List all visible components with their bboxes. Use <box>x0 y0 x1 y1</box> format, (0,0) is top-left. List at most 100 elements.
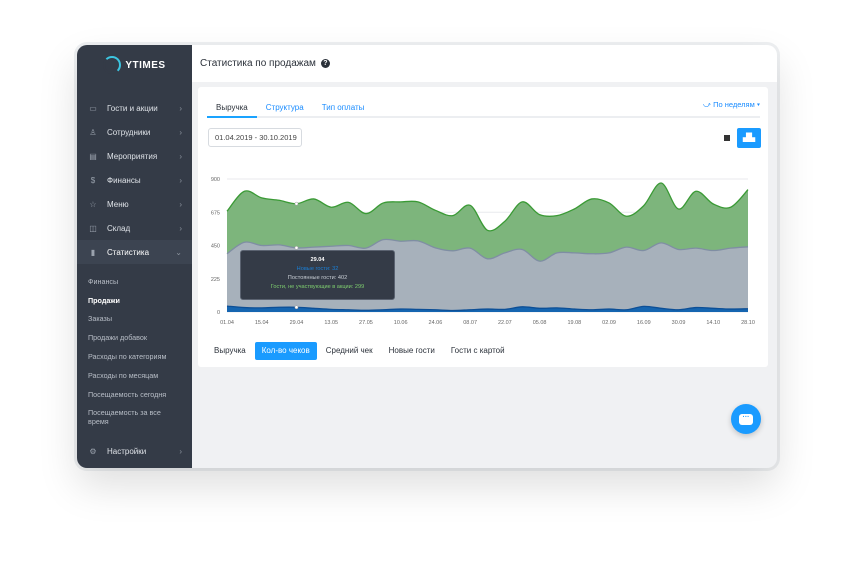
submenu-item[interactable]: Расходы по месяцам <box>88 370 159 380</box>
app-window: YTIMES ▭ Гости и акции › ♙ Сотрудники › ▤ Мероп… <box>77 45 777 468</box>
x-tick-label: 01.04 <box>220 320 234 326</box>
sidebar: YTIMES ▭ Гости и акции › ♙ Сотрудники › ▤ Мероп… <box>77 45 192 468</box>
x-tick-label: 15.04 <box>255 320 269 326</box>
tooltip-regular: Постоянные гости: 402 <box>287 275 348 281</box>
box-icon: ◫ <box>89 223 97 233</box>
x-tick-label: 14.10 <box>706 320 720 326</box>
chevron-icon: ⌄ <box>175 247 182 257</box>
sidebar-item-6[interactable]: ▮ Статистика ⌄ <box>77 240 192 264</box>
chat-icon: ··· <box>739 413 753 425</box>
user-icon: ♙ <box>89 127 97 137</box>
x-tick-label: 05.08 <box>533 320 547 326</box>
metric-tabs: Выручка Кол-во чеков Средний чек Новые г… <box>207 342 512 360</box>
chart-view-button[interactable]: ▟▙ <box>737 128 761 148</box>
sidebar-item-label: Сотрудники <box>107 127 151 137</box>
trend-icon: ⤻ <box>702 100 714 109</box>
metric-revenue[interactable]: Выручка <box>214 346 246 355</box>
sidebar-item-5[interactable]: ◫ Склад › <box>77 216 192 240</box>
line-series-2 <box>226 182 749 232</box>
x-tick-label: 24.06 <box>429 320 443 326</box>
logo-ring-icon <box>103 56 122 74</box>
sidebar-item-label: Меню <box>107 199 129 209</box>
x-tick-label: 16.09 <box>637 320 651 326</box>
main-area: Статистика по продажам ? Выручка Структу… <box>192 45 777 468</box>
sidebar-item-label: Финансы <box>107 175 141 185</box>
y-tick-label: 0 <box>217 310 220 316</box>
tab-revenue[interactable]: Выручка <box>207 99 257 118</box>
tooltip-date: 29.04 <box>310 257 325 263</box>
sidebar-item-1[interactable]: ♙ Сотрудники › <box>77 120 192 144</box>
date-range-input[interactable]: 01.04.2019 - 30.10.2019 <box>208 128 302 147</box>
data-point[interactable] <box>294 201 299 206</box>
submenu-item[interactable]: Расходы по категориям <box>88 351 167 361</box>
gear-icon: ⚙ <box>89 446 97 456</box>
chevron-icon: › <box>179 127 182 137</box>
submenu-item[interactable]: Продажи <box>88 295 120 305</box>
metric-average-check[interactable]: Средний чек <box>325 346 373 355</box>
logo[interactable]: YTIMES <box>77 45 192 85</box>
x-tick-label: 29.04 <box>290 320 304 326</box>
help-icon[interactable]: ? <box>320 59 330 68</box>
sidebar-item-4[interactable]: ☆ Меню › <box>77 192 192 216</box>
submenu-item[interactable]: Финансы <box>88 276 119 286</box>
sidebar-item-label: Гости и акции <box>107 103 158 113</box>
x-tick-label: 10.06 <box>394 320 408 326</box>
page-title: Статистика по продажам <box>200 58 316 69</box>
sidebar-item-label: Склад <box>107 223 131 233</box>
bar-chart-icon: ▮ <box>90 247 96 257</box>
sidebar-item-2[interactable]: ▤ Мероприятия › <box>77 144 192 168</box>
data-point[interactable] <box>294 246 299 250</box>
x-tick-label: 08.07 <box>463 320 477 326</box>
submenu-item[interactable]: Заказы <box>88 314 113 324</box>
sidebar-item-settings[interactable]: ⚙ Настройки › <box>77 439 192 463</box>
chat-button[interactable]: ··· <box>731 404 761 434</box>
submenu-item[interactable]: Продажи добавок <box>88 333 148 343</box>
y-tick-label: 900 <box>211 177 220 183</box>
y-tick-label: 225 <box>211 277 220 283</box>
x-tick-label: 22.07 <box>498 320 512 326</box>
data-point[interactable] <box>294 305 299 310</box>
line-series-1 <box>226 238 749 262</box>
chevron-icon: › <box>179 103 182 113</box>
sidebar-item-label: Мероприятия <box>107 151 158 161</box>
x-tick-label: 13.05 <box>324 320 338 326</box>
sidebar-item-label: Статистика <box>107 247 150 257</box>
chevron-icon: › <box>179 151 182 161</box>
table-view-icon[interactable] <box>724 135 730 141</box>
area-chart-icon: ▟▙ <box>742 133 756 142</box>
x-tick-label: 30.09 <box>672 320 686 326</box>
brand-name: YTIMES <box>125 59 166 71</box>
sidebar-item-3[interactable]: $ Финансы › <box>77 168 192 192</box>
page-header: Статистика по продажам ? <box>192 45 777 82</box>
x-tick-label: 27.05 <box>359 320 373 326</box>
chevron-icon: › <box>179 199 182 209</box>
chevron-icon: › <box>179 446 182 456</box>
dollar-icon: $ <box>90 175 96 185</box>
tab-structure[interactable]: Структура <box>265 103 304 112</box>
metric-new-guests[interactable]: Новые гости <box>388 346 435 355</box>
chevron-icon: › <box>179 175 182 185</box>
chevron-icon: › <box>179 223 182 233</box>
tabs: Выручка Структура Тип оплаты <box>207 99 760 118</box>
x-tick-label: 28.10 <box>741 320 755 326</box>
y-tick-label: 675 <box>211 210 220 216</box>
tooltip-new: Новые гости: 32 <box>296 266 339 272</box>
submenu-item[interactable]: Посещаемость за все время <box>88 408 161 427</box>
sidebar-item-0[interactable]: ▭ Гости и акции › <box>77 96 192 120</box>
sidebar-item-label: Настройки <box>107 446 147 456</box>
metric-check-count[interactable]: Кол-во чеков <box>254 342 317 360</box>
period-label: По неделям <box>713 100 755 109</box>
x-tick-label: 19.08 <box>567 320 581 326</box>
calendar-icon: ▤ <box>89 151 97 161</box>
submenu-item[interactable]: Посещаемость сегодня <box>88 389 167 399</box>
tooltip-non-participants: Гости, не участвующие в акции: 299 <box>270 284 365 290</box>
x-tick-label: 02.09 <box>602 320 616 326</box>
metric-card-guests[interactable]: Гости с картой <box>450 346 505 355</box>
chart-tooltip: 29.04 Новые гости: 32 Постоянные гости: … <box>240 250 395 300</box>
stats-card: Выручка Структура Тип оплаты ⤻ По неделя… <box>198 87 768 367</box>
line-series-0 <box>226 305 749 312</box>
y-tick-label: 450 <box>211 244 220 250</box>
period-dropdown[interactable]: ⤻ По неделям ▾ <box>702 100 760 109</box>
tab-payment-type[interactable]: Тип оплаты <box>321 103 365 112</box>
id-card-icon: ▭ <box>89 103 97 113</box>
